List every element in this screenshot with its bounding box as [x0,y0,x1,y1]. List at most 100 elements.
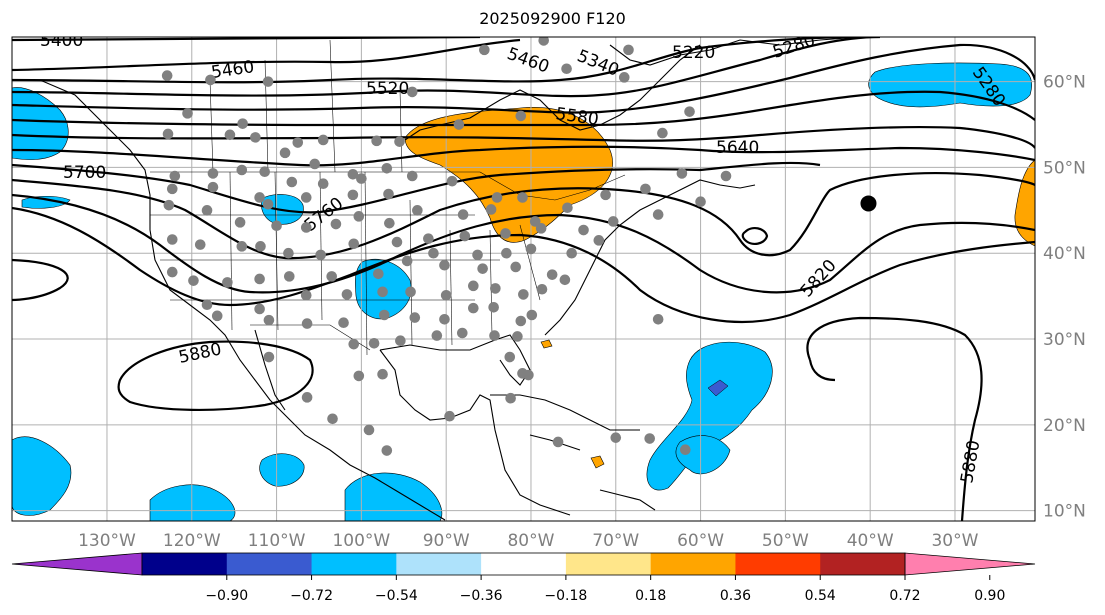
cyclone-center-marker [860,195,877,212]
station-marker [338,317,349,329]
longitude-label: 80°W [507,531,554,551]
station-marker [515,110,527,122]
station-marker [169,170,181,182]
anomaly-shading [12,62,1035,521]
station-marker [330,218,342,230]
colorbar-segment [311,553,397,575]
colorbar-tick-label: 0.54 [805,588,836,604]
station-marker [383,188,394,200]
station-marker [162,128,174,140]
longitude-label: 40°W [847,531,894,551]
station-marker [166,234,178,245]
station-marker [406,86,418,98]
colorbar-segment [650,553,736,575]
station-marker [405,286,416,298]
negative-anomaly-area-atlantic-tropics-2 [675,435,731,475]
station-marker [341,289,353,300]
contour-label: 5520 [366,79,409,99]
longitude-label: 30°W [931,531,978,551]
station-marker [446,175,458,187]
station-marker [201,299,213,310]
longitude-label: 90°W [423,531,470,551]
station-marker [456,327,468,339]
colorbar-tick-label: −0.18 [544,588,587,604]
station-marker [489,330,500,341]
longitude-label: 110°W [248,531,306,551]
station-marker [250,132,261,143]
station-marker [279,147,291,159]
station-marker [356,173,367,184]
station-marker [194,239,206,250]
station-marker [381,445,393,456]
station-marker [695,196,706,208]
station-marker [395,335,406,347]
latitude-labels: 60°N 50°N 40°N 30°N 20°N 10°N [1043,73,1086,522]
latitude-label: 50°N [1043,158,1086,178]
station-marker [515,315,527,327]
station-marker [166,266,178,278]
station-marker [327,413,338,425]
station-marker [262,76,274,87]
station-marker [552,436,564,448]
longitude-label: 50°W [762,531,809,551]
station-marker [428,247,439,259]
colorbar-tick-label: −0.90 [205,588,248,604]
station-marker [657,127,668,139]
positive-anomaly-area-caribbean [590,455,605,469]
station-marker [353,211,365,222]
station-marker [439,313,450,325]
station-marker [479,44,490,56]
station-marker [300,192,312,203]
positive-anomaly-area-gulf [540,339,553,349]
colorbar: −0.90 −0.72 −0.54 −0.36 −0.18 0.18 0.36 0.54 0.7… [11,552,1036,604]
station-marker [457,209,469,220]
colorbar-tick-label: −0.36 [460,588,503,604]
station-marker [607,216,619,227]
strong-negative-anomaly-cell [707,379,729,397]
station-marker [315,249,326,261]
station-marker [205,74,216,86]
station-marker [237,118,248,129]
colorbar-tick-label: 0.36 [720,588,751,604]
station-marker [347,189,359,201]
station-marker [283,247,294,259]
station-marker [263,351,275,363]
station-marker [371,135,382,147]
station-marker [468,280,479,292]
map-frame [11,36,1036,522]
station-marker [546,269,558,280]
station-marker [640,183,651,195]
station-marker [618,72,630,83]
station-marker [593,235,605,246]
station-marker [652,313,664,325]
station-marker [490,283,501,294]
station-marker [363,424,375,436]
station-marker [182,108,193,119]
colorbar-tick-label: −0.72 [290,588,333,604]
station-marker [676,168,688,179]
contour-label: 5640 [716,138,759,158]
station-marker [459,230,471,242]
station-marker [161,70,173,81]
station-marker [381,162,393,174]
station-marker [317,178,329,190]
station-marker [317,134,329,146]
station-marker [347,168,359,180]
station-marker [623,44,634,56]
colorbar-extend-high [904,552,1036,576]
station-marker [505,392,516,404]
station-marker [207,181,219,193]
contour-label: 5700 [63,163,106,183]
station-marker [529,216,541,227]
station-marker [526,309,538,321]
latitude-label: 30°N [1043,330,1086,350]
station-marker [644,433,655,444]
station-marker [326,271,337,282]
longitude-label: 130°W [78,531,136,551]
negative-anomaly-area-pacific-south-3 [259,453,305,487]
station-marker [254,303,265,315]
station-marker [188,275,199,286]
station-marker [517,192,528,203]
station-marker [286,176,298,188]
latitude-label: 20°N [1043,416,1086,436]
